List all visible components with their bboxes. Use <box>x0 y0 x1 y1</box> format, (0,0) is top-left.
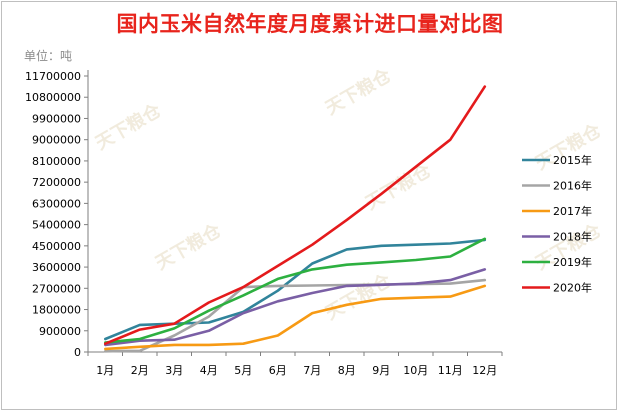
unit-label: 单位：吨 <box>24 49 73 63</box>
y-tick-label: 9900000 <box>32 112 81 125</box>
y-tick-label: 1800000 <box>32 304 81 317</box>
series-line-2018年 <box>104 268 487 347</box>
watermark-text: 天下粮仓 <box>322 269 396 325</box>
x-tick-label: 1月 <box>96 364 114 377</box>
series-line-2019年 <box>104 237 487 344</box>
watermark-text: 天下粮仓 <box>322 64 396 120</box>
series-line-2020年 <box>104 85 487 346</box>
x-tick-label: 7月 <box>303 364 321 377</box>
x-tick-label: 11月 <box>438 364 463 377</box>
y-tick-label: 900000 <box>39 325 81 338</box>
y-tick-label: 11700000 <box>25 70 81 83</box>
x-tick-label: 5月 <box>234 364 252 377</box>
y-tick-label: 7200000 <box>32 176 81 189</box>
y-tick-label: 5400000 <box>32 219 81 232</box>
legend: 2015年 2016年 2017年 2018年 2019年 2020年 <box>522 153 592 295</box>
legend-label: 2016年 <box>553 179 592 193</box>
legend-label: 2020年 <box>553 281 592 295</box>
axes: 0 900000 1800000 2700000 3600000 4500000 54000… <box>25 70 503 377</box>
y-tick-label: 4500000 <box>32 240 81 253</box>
x-tick-label: 4月 <box>200 364 218 377</box>
y-tick-label: 8100000 <box>32 155 81 168</box>
x-tick-label: 2月 <box>131 364 149 377</box>
x-tick-label: 8月 <box>338 364 356 377</box>
y-tick-label: 6300000 <box>32 197 81 210</box>
watermark-text: 天下粮仓 <box>362 159 436 215</box>
x-tick-label: 3月 <box>165 364 183 377</box>
legend-label: 2017年 <box>553 204 592 218</box>
y-tick-label: 9000000 <box>32 134 81 147</box>
x-tick-label: 10月 <box>403 364 428 377</box>
watermark-text: 天下粮仓 <box>92 99 166 155</box>
legend-label: 2019年 <box>553 255 592 269</box>
chart-title: 国内玉米自然年度月度累计进口量对比图 <box>116 12 504 36</box>
x-tick-label: 12月 <box>472 364 497 377</box>
y-tick-label: 10800000 <box>25 91 81 104</box>
series-line-2017年 <box>104 284 487 351</box>
x-tick-label: 9月 <box>372 364 390 377</box>
watermark-text: 天下粮仓 <box>152 219 226 275</box>
y-tick-label: 3600000 <box>32 261 81 274</box>
legend-label: 2018年 <box>553 230 592 244</box>
x-tick-label: 6月 <box>269 364 287 377</box>
y-tick-label: 0 <box>74 346 81 359</box>
series-layer <box>104 85 487 353</box>
y-tick-label: 2700000 <box>32 282 81 295</box>
legend-label: 2015年 <box>553 153 592 167</box>
